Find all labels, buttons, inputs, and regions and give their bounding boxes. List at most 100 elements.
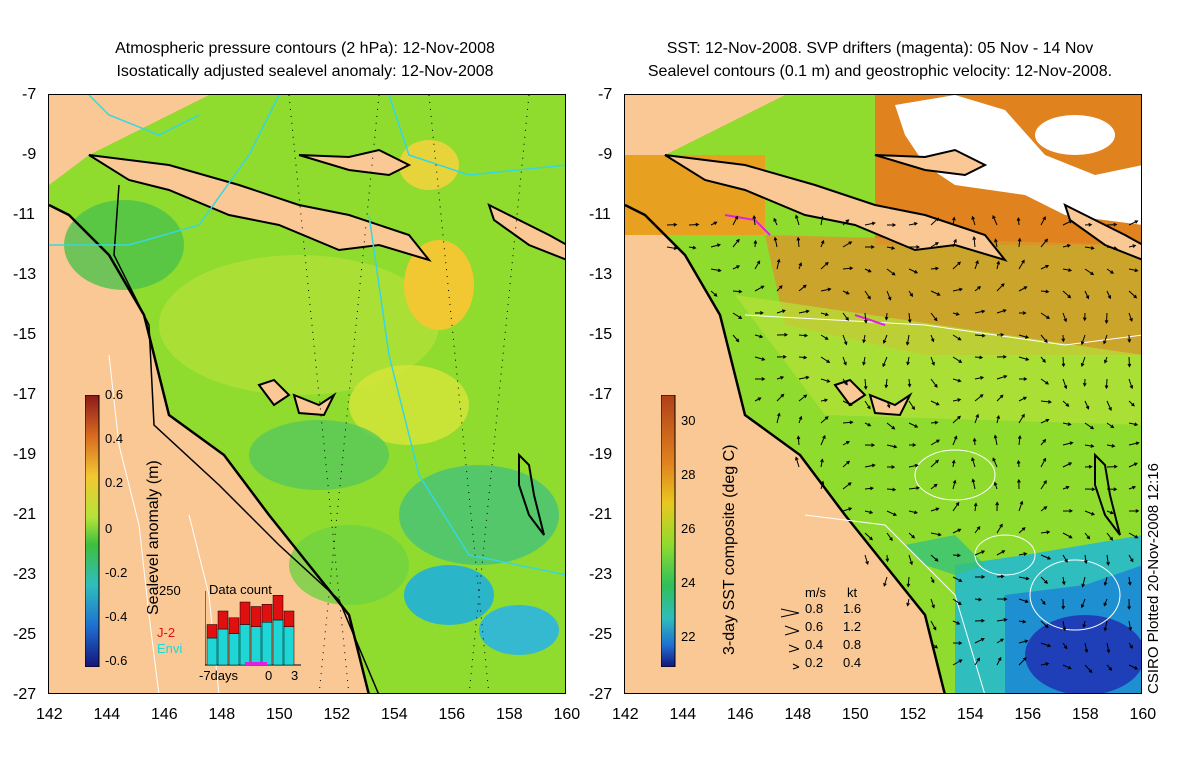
velocity-vector — [952, 435, 958, 446]
lat-tick-label: -11 — [589, 206, 611, 223]
velocity-vector — [996, 574, 1005, 579]
data-count-envi-label: Envi — [157, 641, 183, 656]
velocity-vector — [1127, 334, 1132, 343]
velocity-vector — [882, 334, 888, 344]
velocity-vector — [1062, 620, 1067, 632]
lat-tick-label: -9 — [598, 146, 613, 163]
velocity-vector — [1103, 334, 1108, 345]
velocity-vector — [884, 378, 889, 389]
velocity-vector — [1084, 642, 1089, 654]
velocity-vector — [952, 501, 960, 512]
velocity-vector — [820, 215, 824, 226]
velocity-vector — [974, 550, 986, 556]
velocity-vector — [996, 656, 1002, 666]
velocity-vector — [1062, 441, 1074, 446]
velocity-vector — [710, 221, 718, 226]
velocity-vector — [1106, 510, 1114, 515]
velocity-vector — [1062, 378, 1068, 390]
right-title-line1: SST: 12-Nov-2008. SVP drifters (magenta)… — [666, 40, 1094, 57]
velocity-vector — [996, 354, 1007, 359]
velocity-vector — [1062, 290, 1072, 299]
lon-tick-label: 144 — [669, 706, 697, 723]
velocity-vector — [952, 528, 962, 534]
velocity-row-4-kt: 0.4 — [843, 655, 862, 670]
velocity-vector — [952, 415, 961, 424]
sla-tick-0.4: 0.4 — [105, 431, 124, 446]
velocity-vector — [798, 415, 803, 424]
velocity-vector — [864, 221, 876, 226]
velocity-vector — [1040, 438, 1047, 446]
velocity-vector — [1128, 620, 1133, 631]
velocity-vector — [974, 309, 986, 314]
velocity-vector — [972, 236, 977, 248]
velocity-vector — [1040, 642, 1052, 648]
velocity-vector — [754, 356, 766, 361]
velocity-vector — [930, 266, 940, 271]
velocity-vector — [1083, 554, 1088, 565]
velocity-vector — [820, 334, 829, 340]
velocity-vector — [862, 356, 866, 366]
velocity-vector — [842, 219, 850, 226]
velocity-vector — [1080, 598, 1086, 609]
velocity-vector — [798, 394, 808, 402]
histogram-bar-envi — [217, 628, 229, 666]
velocity-vector — [1062, 532, 1073, 539]
velocity-vector — [1040, 238, 1049, 248]
velocity-vector — [864, 486, 874, 491]
velocity-vector — [908, 443, 917, 447]
velocity-vector — [974, 333, 986, 338]
velocity-vector — [930, 642, 938, 649]
velocity-vector — [798, 375, 810, 380]
velocity-vector — [842, 378, 848, 386]
velocity-vector — [1040, 598, 1046, 605]
sla-tick-0.6: 0.6 — [105, 387, 124, 402]
velocity-vector — [754, 397, 762, 402]
velocity-vector — [906, 598, 910, 607]
velocity-vector — [752, 214, 757, 226]
velocity-vector — [952, 553, 961, 558]
velocity-header-kt: kt — [847, 585, 858, 600]
velocity-vector — [1128, 664, 1139, 670]
velocity-vector — [1084, 222, 1093, 227]
lat-tick-label: -21 — [13, 506, 37, 523]
velocity-vector — [1106, 246, 1118, 251]
velocity-vector — [1082, 620, 1087, 629]
lon-tick-label: 154 — [381, 706, 408, 723]
lat-tick-label: -15 — [13, 326, 37, 343]
velocity-vector — [1106, 464, 1118, 469]
velocity-vector — [952, 216, 956, 226]
velocity-vector — [993, 434, 998, 446]
velocity-vector — [930, 598, 935, 609]
credit-text: CSIRO Plotted 20-Nov-2008 12:16 — [1145, 463, 1162, 694]
velocity-header-ms: m/s — [805, 585, 826, 600]
velocity-vector — [930, 459, 939, 468]
velocity-vector — [930, 356, 935, 366]
velocity-vector — [886, 400, 891, 409]
data-count-j2-label: J-2 — [157, 625, 176, 640]
velocity-vector — [842, 460, 850, 468]
velocity-vector — [974, 575, 986, 579]
velocity-legend-arrows — [780, 608, 800, 670]
velocity-vector — [1040, 620, 1049, 629]
velocity-vector — [1062, 485, 1070, 490]
lon-tick-label: 148 — [784, 706, 812, 723]
velocity-vector — [930, 554, 939, 562]
velocity-vector — [1128, 441, 1140, 446]
lon-tick-label: 152 — [323, 706, 351, 723]
velocity-vector — [996, 394, 1004, 402]
velocity-vector — [754, 285, 765, 292]
velocity-vector — [1128, 400, 1135, 407]
velocity-vector — [776, 412, 781, 424]
velocity-vector — [886, 444, 898, 449]
velocity-vector — [952, 620, 961, 625]
velocity-vector — [1128, 220, 1139, 226]
sealevel-anomaly-map: 0.6 0.4 0.2 0 -0.2 -0.4 -0.6 Sealevel an… — [48, 94, 566, 694]
velocity-vector — [996, 283, 1005, 292]
velocity-vector — [1084, 444, 1095, 448]
velocity-vector — [863, 378, 868, 390]
histogram-bar-j2 — [239, 601, 251, 625]
velocity-vector — [886, 290, 892, 301]
velocity-vector — [1018, 576, 1030, 581]
lon-tick-label: 148 — [208, 706, 236, 723]
velocity-vector — [1040, 554, 1052, 560]
